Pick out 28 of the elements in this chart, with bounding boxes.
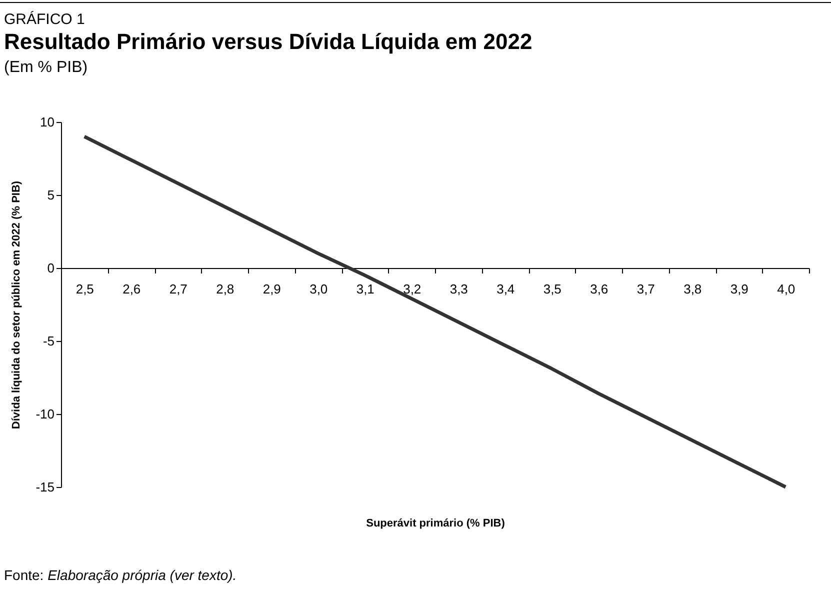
x-tick-label: 3,1	[356, 282, 374, 296]
x-tick-label: 3,9	[730, 282, 748, 296]
y-tick-label: 0	[47, 260, 54, 276]
x-tick-label: 3,5	[543, 282, 562, 296]
x-tick-label: 2,6	[122, 282, 141, 296]
y-tick-label: 10	[40, 114, 54, 130]
x-tick-label: 2,5	[76, 282, 94, 296]
x-tick-label: 3,0	[310, 282, 328, 296]
y-tick-label: -5	[42, 334, 54, 348]
y-tick-label: -10	[36, 406, 54, 422]
y-tick-label: 5	[47, 188, 54, 202]
chart-subtitle: (Em % PIB)	[4, 59, 89, 77]
source-note: Fonte: Elaboração própria (ver texto).	[4, 567, 237, 583]
x-tick-label: 3,4	[496, 282, 515, 296]
x-tick-label: 2,8	[216, 282, 234, 296]
x-tick-label: 2,9	[262, 282, 281, 296]
x-tick-label: 2,7	[169, 282, 188, 296]
y-axis-title: Dívida líquida do setor público em 2022 (% PIB)	[10, 180, 23, 430]
x-tick-label: 3,2	[403, 282, 422, 296]
x-axis-title: Superávit primário (% PIB)	[366, 518, 506, 530]
y-tick-label: -15	[36, 480, 54, 494]
chart-title: Resultado Primário versus Dívida Líquida em 2022	[4, 29, 534, 55]
x-tick-label: 3,3	[450, 282, 468, 296]
x-tick-label: 3,6	[590, 282, 608, 296]
x-tick-label: 3,8	[684, 282, 702, 296]
text: GRÁFICO 1	[4, 11, 86, 28]
x-tick-label: 3,7	[636, 282, 655, 296]
x-tick-label: 4,0	[777, 282, 796, 296]
